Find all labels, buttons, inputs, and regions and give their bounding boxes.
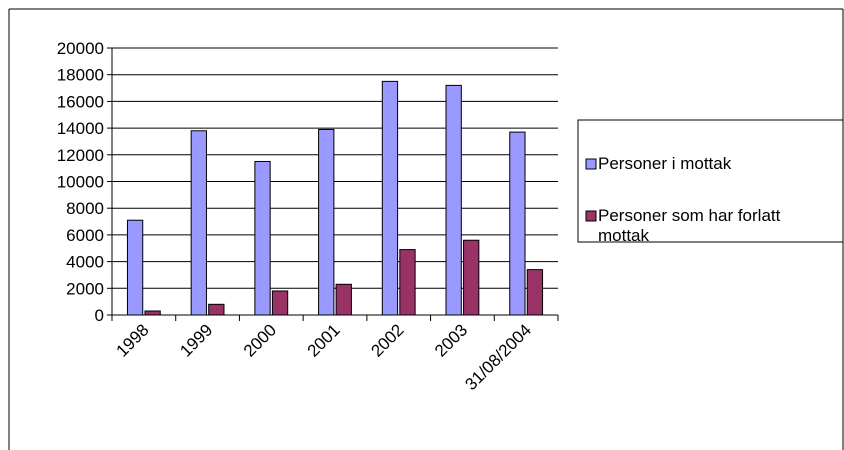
gridlines [112,47,558,289]
bar-personer-i-mottak-2001 [318,128,335,316]
y-tick-label: 18000 [57,66,104,85]
legend: Personer i mottak Personer som har forla… [577,119,844,245]
x-tick-label: 2000 [240,320,280,360]
bar-personer-som-har-forlatt-mottak-31-08-2004 [526,269,544,316]
y-tick-labels: 0 2000 4000 6000 8000 10000 12000 14000 16000 180… [57,39,104,325]
bar-personer-i-mottak-2002 [381,80,399,316]
legend-swatch-personer-som-har-forlatt-mottak [585,210,597,222]
legend-swatch-personer-i-mottak [585,158,597,170]
bar-personer-som-har-forlatt-mottak-2002 [399,249,416,316]
legend-label-line: mottak [598,226,650,245]
bars [126,80,544,316]
axes [107,47,559,321]
x-tick-label: 2002 [367,320,407,360]
y-tick-label: 20000 [57,39,104,58]
bar-personer-i-mottak-2003 [445,84,462,316]
legend-label-personer-i-mottak: Personer i mottak [598,154,732,173]
bar-personer-som-har-forlatt-mottak-2003 [463,239,480,316]
x-tick-label: 2001 [304,320,344,360]
bar-personer-som-har-forlatt-mottak-1999 [208,303,225,316]
bar-personer-i-mottak-1998 [126,219,144,316]
x-tick-label: 1999 [176,320,216,360]
bar-personer-som-har-forlatt-mottak-2001 [335,283,352,316]
y-tick-label: 8000 [66,199,104,218]
y-tick-label: 16000 [57,92,104,111]
x-tick-label: 31/08/2004 [461,320,535,394]
bar-personer-som-har-forlatt-mottak-1998 [144,310,161,316]
legend-box [577,119,844,243]
bar-personer-i-mottak-31-08-2004 [509,131,526,316]
y-tick-label: 0 [95,306,104,325]
y-tick-label: 2000 [66,279,104,298]
bar-personer-i-mottak-1999 [190,130,207,316]
legend-label-personer-som-har-forlatt-mottak: Personer som har forlatt mottak [598,206,781,245]
x-tick-label: 1998 [113,320,153,360]
x-tick-label: 2003 [431,320,471,360]
y-tick-label: 6000 [66,226,104,245]
bar-personer-som-har-forlatt-mottak-2000 [271,290,289,316]
y-tick-label: 4000 [66,253,104,272]
y-tick-label: 14000 [57,119,104,138]
y-tick-label: 10000 [57,173,104,192]
bar-personer-i-mottak-2000 [254,160,271,316]
y-tick-label: 12000 [57,146,104,165]
legend-label-line: Personer som har forlatt [598,206,781,225]
